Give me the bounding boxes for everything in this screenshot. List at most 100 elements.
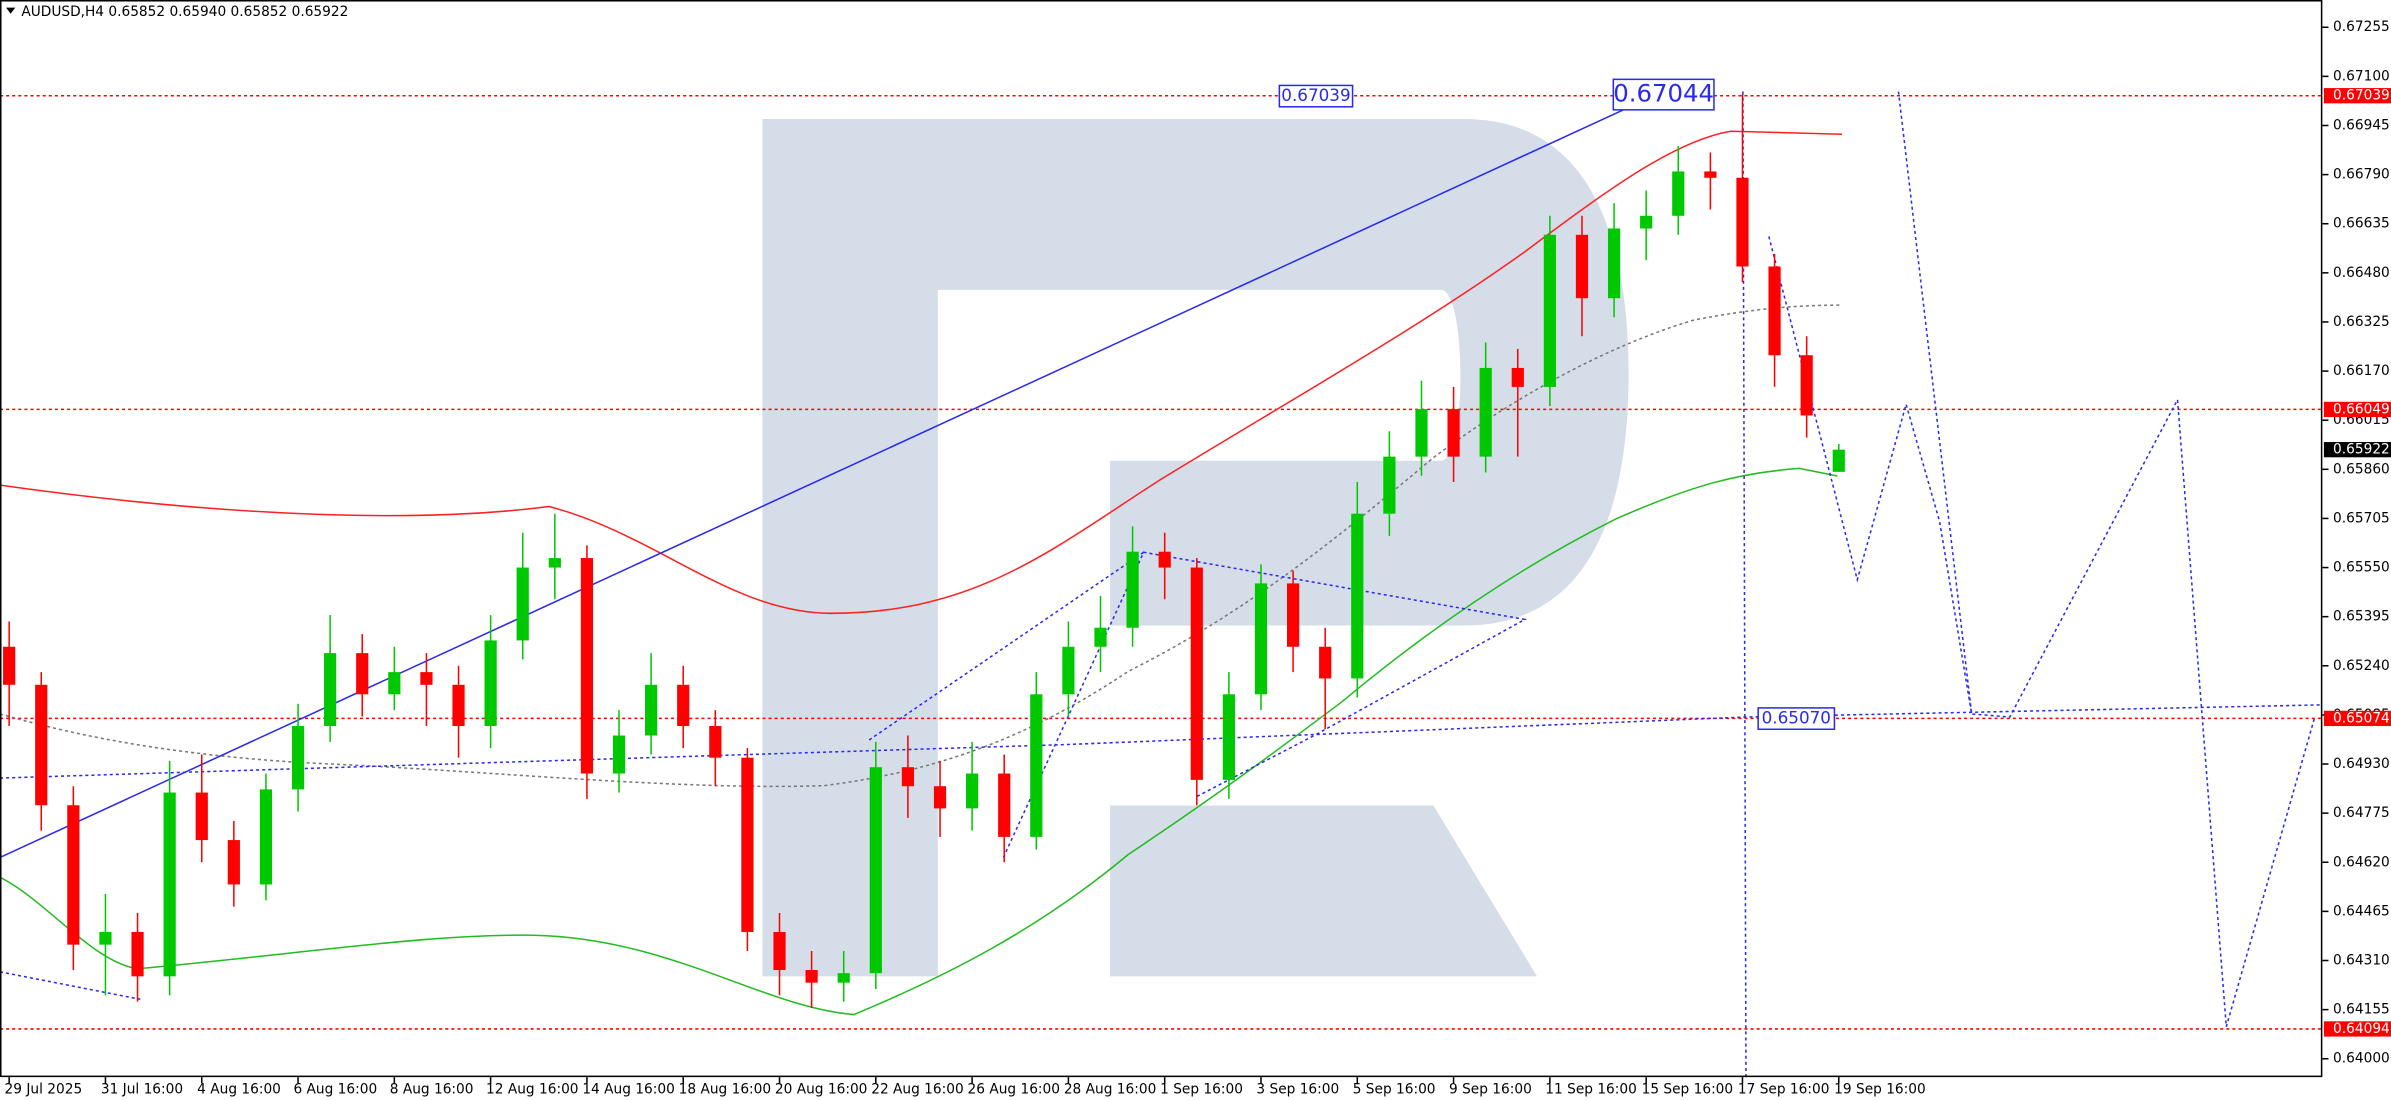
level-label: 0.65074 [2333, 710, 2390, 726]
candle-body [548, 558, 561, 568]
drawings [0, 87, 2323, 1078]
x-tick-label: 20 Aug 16:00 [775, 1081, 867, 1097]
candle-body [741, 757, 754, 932]
x-tick-label: 12 Aug 16:00 [486, 1081, 578, 1097]
y-tick-label: 0.65240 [2333, 658, 2390, 674]
annotation: 0.67044 [1613, 79, 1714, 108]
y-tick-label: 0.66635 [2333, 216, 2390, 232]
candle-body [645, 684, 658, 736]
candle-body [452, 684, 465, 726]
y-tick-label: 0.64000 [2333, 1051, 2390, 1067]
x-tick-label: 22 Aug 16:00 [871, 1081, 963, 1097]
watermark-leg [1110, 805, 1538, 977]
candle-body [1383, 456, 1396, 514]
candle-body [1415, 409, 1428, 457]
candle-body [837, 973, 850, 983]
candle-body [869, 767, 882, 974]
watermark-r [762, 119, 1629, 977]
candle-body [324, 653, 337, 726]
x-tick-label: 9 Sep 16:00 [1449, 1081, 1532, 1097]
y-tick-label: 0.65860 [2333, 461, 2390, 477]
annotation: 0.65070 [1762, 708, 1831, 728]
chart-title: AUDUSD,H4 0.65852 0.65940 0.65852 0.6592… [21, 4, 348, 20]
candle-body [1319, 646, 1332, 679]
candle-body [1607, 228, 1621, 299]
current-price-box [2323, 442, 2391, 458]
candle-body [259, 789, 273, 885]
forecast-path [1768, 236, 2316, 1027]
level-label: 0.64094 [2333, 1021, 2390, 1037]
level-label: 0.66049 [2333, 401, 2390, 417]
y-tick-label: 0.64620 [2333, 854, 2390, 870]
candle-body [1094, 627, 1107, 647]
channel-line [868, 551, 1145, 741]
candle-body [1158, 551, 1171, 568]
level-label-box [2323, 1021, 2391, 1037]
candle-body [1447, 409, 1460, 457]
level-label-box [2323, 710, 2391, 727]
level-label-box [2323, 88, 2391, 104]
x-tick-label: 26 Aug 16:00 [968, 1081, 1060, 1097]
candle-body [1800, 355, 1813, 416]
candle-body [1254, 583, 1268, 695]
candle-body [420, 672, 433, 685]
candle-body [99, 931, 112, 945]
x-tick-label: 29 Jul 2025 [5, 1081, 83, 1097]
y-tick-label: 0.67255 [2333, 19, 2390, 35]
candle-body [612, 735, 626, 774]
candle-body [163, 792, 176, 977]
indicators [0, 130, 1843, 1016]
watermark [762, 119, 1629, 977]
candle-body [1286, 583, 1300, 647]
candle-body [1222, 694, 1235, 780]
candle-body [1704, 171, 1717, 178]
y-tick-label: 0.66945 [2333, 117, 2390, 133]
candle-body [516, 567, 529, 641]
y-tick-label: 0.64930 [2333, 756, 2390, 772]
current-price-label: 0.65922 [2333, 442, 2390, 458]
candle-body [1479, 367, 1492, 457]
x-tick-label: 5 Sep 16:00 [1353, 1081, 1436, 1097]
y-tick-label: 0.65395 [2333, 609, 2390, 625]
annotation-box [1757, 707, 1836, 731]
candle-body [3, 646, 16, 685]
candle-body [1030, 694, 1043, 837]
channel-line [1196, 734, 1315, 798]
candle-body [67, 805, 80, 945]
x-tick-label: 3 Sep 16:00 [1256, 1081, 1339, 1097]
candle-body [1640, 215, 1653, 229]
y-tick-label: 0.66170 [2333, 363, 2390, 379]
y-tick-label: 0.66790 [2333, 167, 2390, 183]
y-tick-label: 0.65705 [2333, 510, 2390, 526]
level-label-box [2323, 401, 2391, 418]
candle-body [677, 684, 690, 726]
candle-body [356, 653, 369, 695]
candle-body [1736, 177, 1749, 267]
x-tick-label: 19 Sep 16:00 [1834, 1081, 1926, 1097]
candle-body [933, 786, 947, 809]
candle-body [1351, 513, 1364, 679]
annotations: 0.67039 0.67044 0.65070 [1278, 78, 1836, 731]
candle-body [901, 767, 915, 787]
y-tick-label: 0.66325 [2333, 314, 2390, 330]
annotation-box [1278, 84, 1354, 108]
y-tick-label: 0.67100 [2333, 68, 2390, 84]
x-tick-label: 4 Aug 16:00 [197, 1081, 281, 1097]
candle-body [227, 840, 240, 885]
y-tick-label: 0.65550 [2333, 560, 2390, 576]
candle-body [195, 792, 208, 841]
y-tick-label: 0.64775 [2333, 805, 2390, 821]
candle-body [805, 970, 818, 983]
candle-body [1543, 234, 1556, 387]
annotation-box [1612, 78, 1715, 111]
y-tick-label: 0.64465 [2333, 903, 2390, 919]
triangle [1002, 551, 1528, 858]
candle-body [580, 558, 594, 774]
y-tick-label: 0.64155 [2333, 1002, 2390, 1018]
trend-line [0, 87, 1671, 859]
y-tick-label: 0.66480 [2333, 265, 2390, 281]
x-tick-label: 17 Sep 16:00 [1738, 1081, 1830, 1097]
candle-body [35, 684, 48, 806]
plot-border [0, 0, 2323, 1078]
candle-body [1062, 646, 1075, 695]
